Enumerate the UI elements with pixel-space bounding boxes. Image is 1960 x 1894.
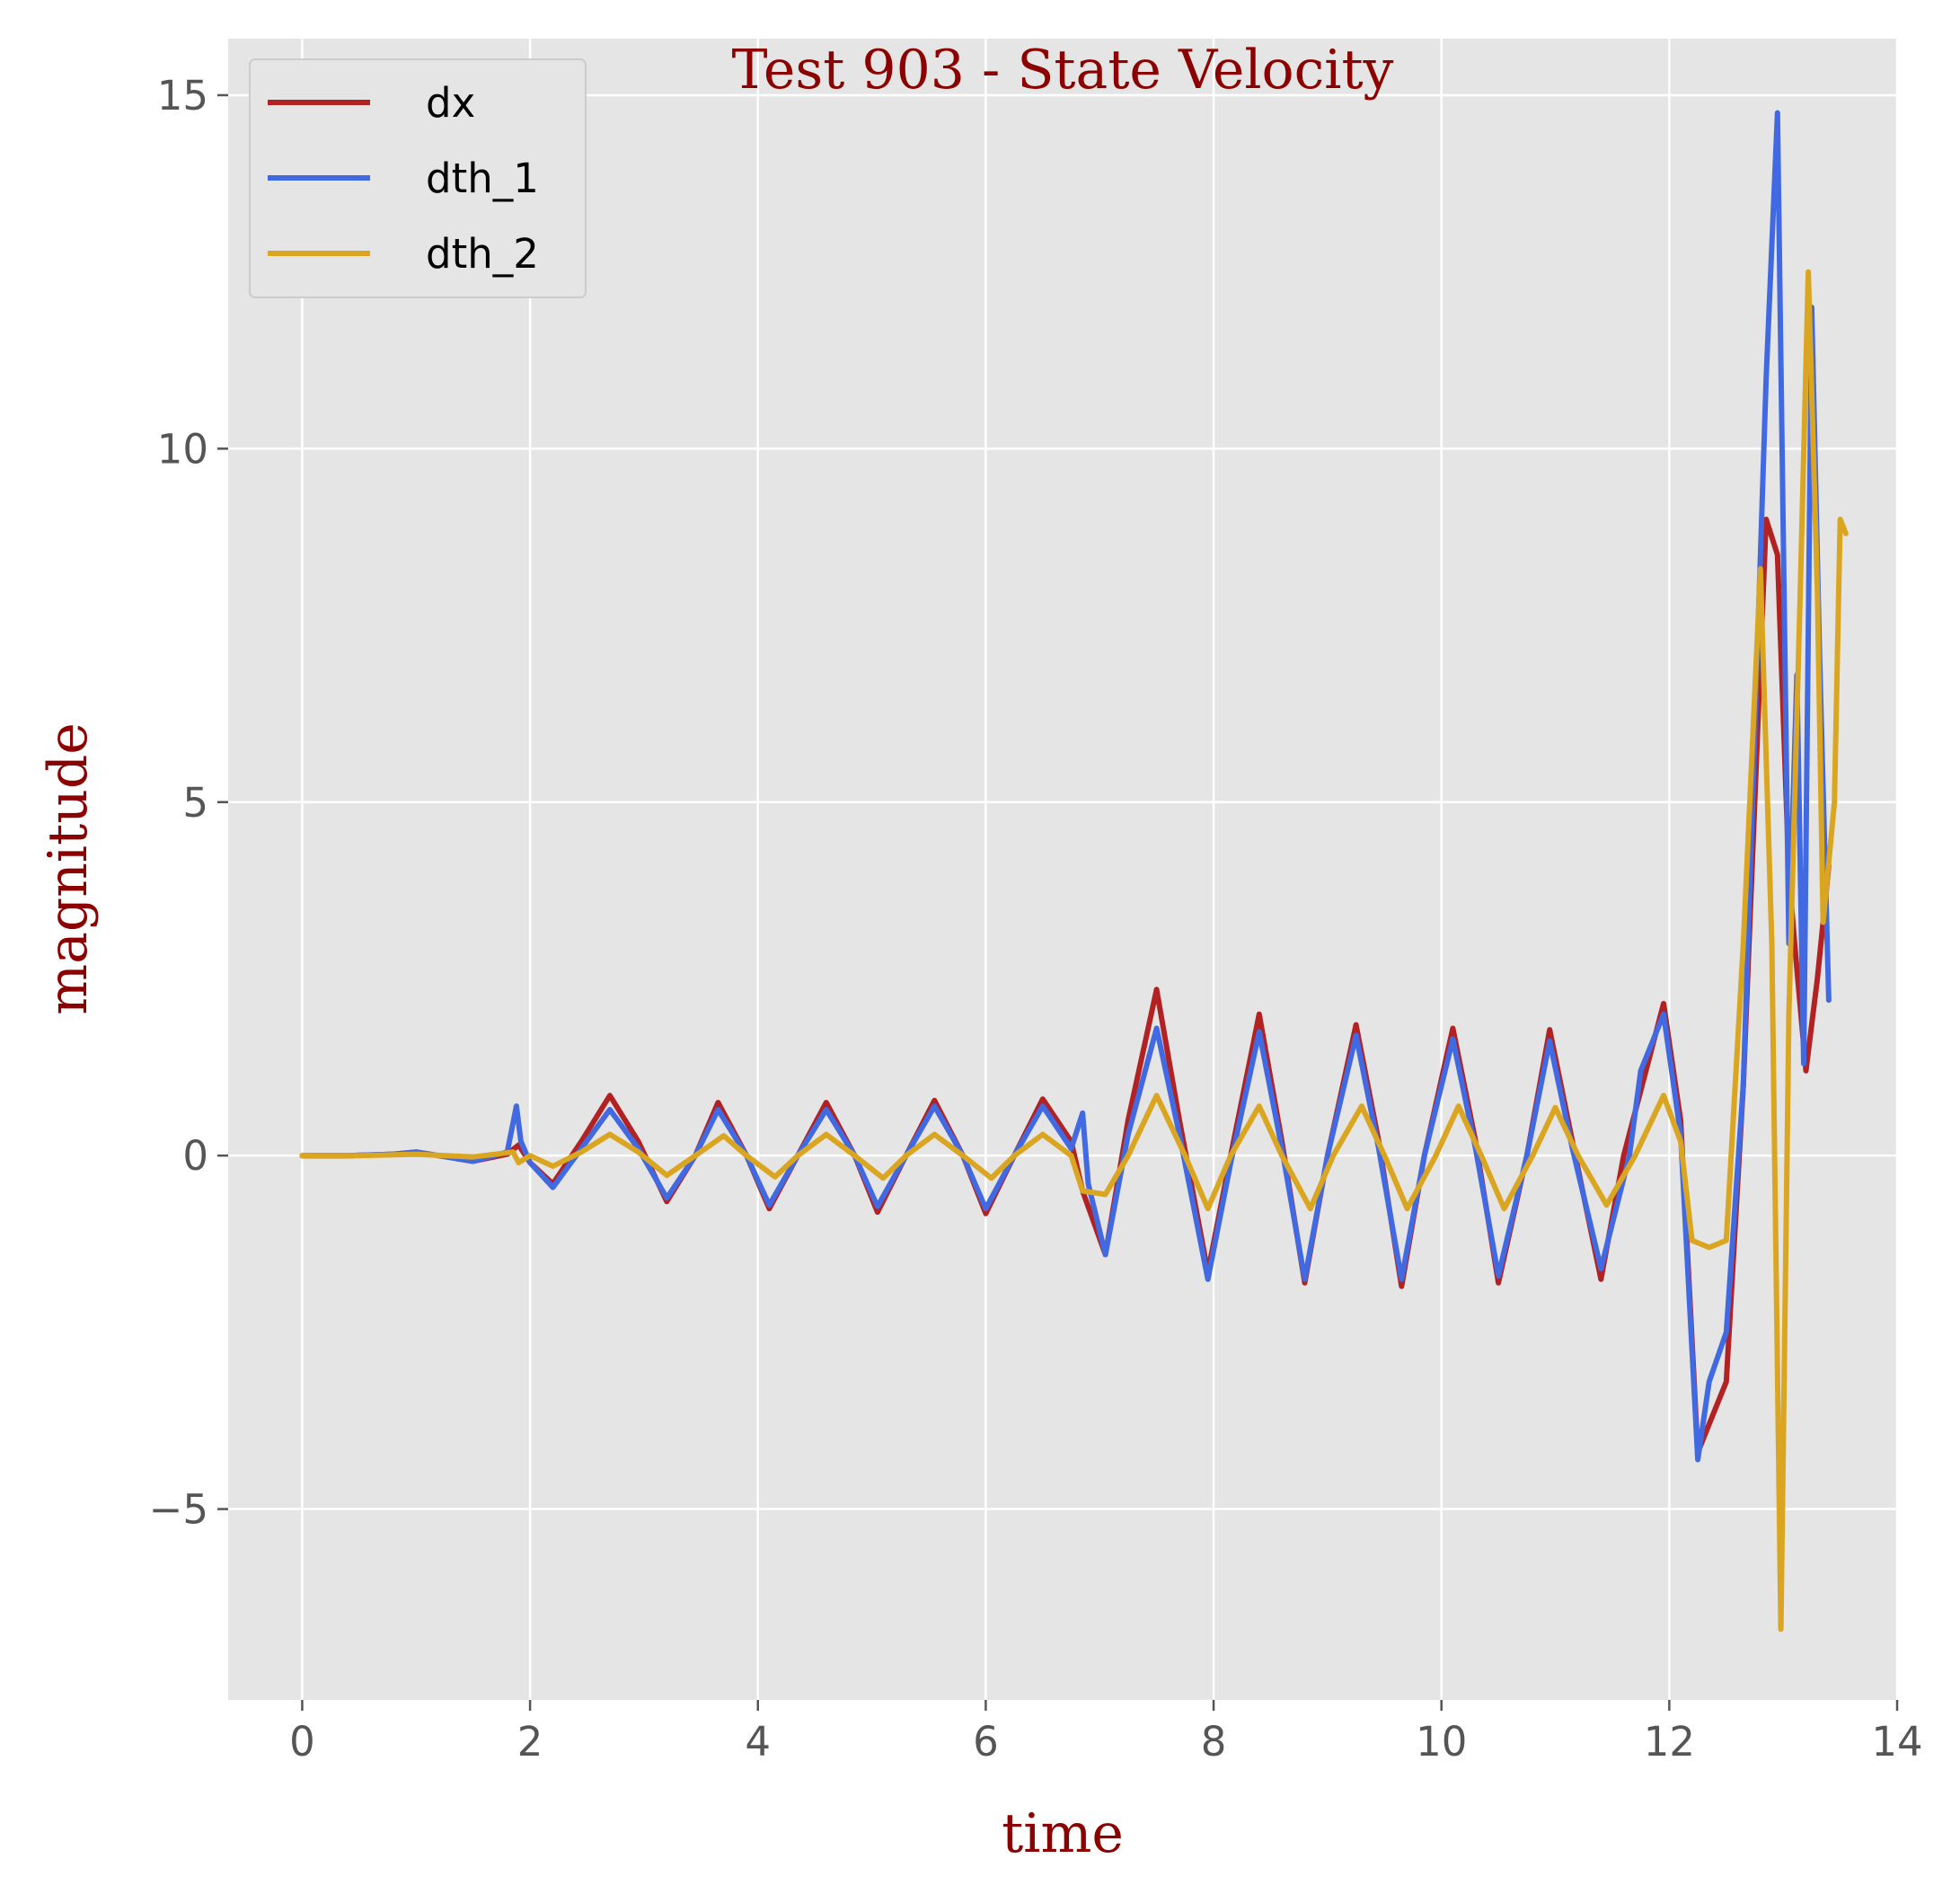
axis-ticks: 0 2 4 6 8 10 12 14 −5 0 5 10 15 xyxy=(149,72,1923,1766)
x-tick-label: 4 xyxy=(745,1718,771,1766)
legend-label: dth_2 xyxy=(426,230,539,278)
plot-background xyxy=(228,39,1897,1700)
y-tick-label: 5 xyxy=(182,779,208,827)
x-tick-label: 0 xyxy=(289,1718,315,1766)
series-lines xyxy=(299,110,1849,1633)
x-tick-label: 2 xyxy=(517,1718,543,1766)
series-line-dth-2 xyxy=(299,269,1849,1633)
y-tick-label: −5 xyxy=(149,1486,208,1534)
x-axis-label: time xyxy=(1002,1802,1124,1865)
y-tick-label: 15 xyxy=(157,72,208,119)
x-tick-label: 6 xyxy=(973,1718,999,1766)
x-tick-label: 14 xyxy=(1871,1718,1922,1766)
x-tick-label: 12 xyxy=(1644,1718,1695,1766)
legend: dx dth_1 dth_2 xyxy=(249,58,587,298)
x-tick-label: 10 xyxy=(1416,1718,1467,1766)
y-axis-label: magnitude xyxy=(37,722,100,1015)
y-tick-label: 10 xyxy=(157,425,208,473)
chart-title: Test 903 - State Velocity xyxy=(732,39,1394,102)
x-tick-label: 8 xyxy=(1201,1718,1227,1766)
y-tick-label: 0 xyxy=(182,1132,208,1180)
legend-label: dth_1 xyxy=(426,155,539,202)
legend-label: dx xyxy=(426,79,475,127)
legend-box xyxy=(249,58,587,298)
grid-lines xyxy=(228,39,1899,1700)
series-line-dth-1 xyxy=(299,110,1832,1463)
